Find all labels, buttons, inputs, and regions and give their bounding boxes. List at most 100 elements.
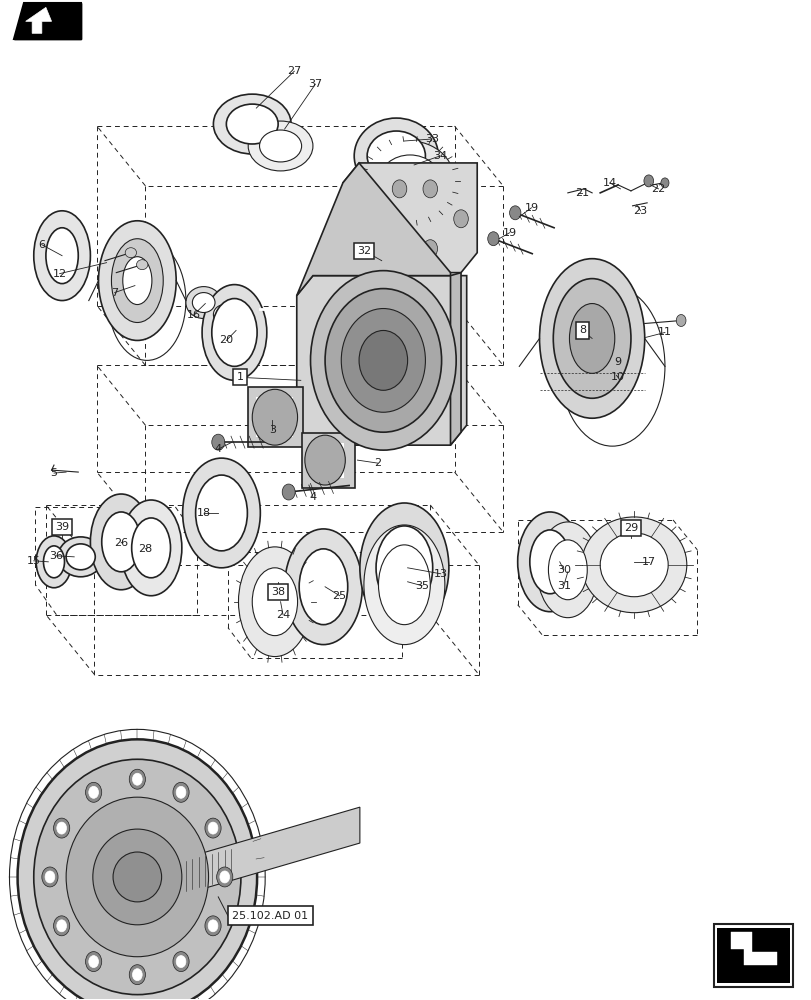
Ellipse shape (58, 537, 103, 577)
Bar (248, 387, 303, 447)
Text: 4: 4 (214, 444, 221, 454)
Ellipse shape (88, 786, 98, 798)
Ellipse shape (220, 871, 230, 883)
Text: 20: 20 (219, 335, 233, 345)
Ellipse shape (569, 304, 614, 373)
Ellipse shape (379, 155, 440, 207)
Bar (310, 443, 344, 478)
Ellipse shape (358, 330, 407, 390)
Ellipse shape (66, 544, 95, 570)
Ellipse shape (176, 786, 186, 798)
Ellipse shape (375, 526, 432, 610)
Text: 19: 19 (502, 228, 516, 238)
Ellipse shape (36, 536, 71, 588)
Ellipse shape (341, 309, 425, 412)
Text: 12: 12 (53, 269, 67, 279)
Ellipse shape (252, 568, 297, 636)
Ellipse shape (487, 232, 499, 246)
Ellipse shape (423, 240, 437, 258)
Ellipse shape (46, 228, 78, 284)
Text: 11: 11 (657, 327, 672, 337)
Polygon shape (296, 163, 450, 296)
Polygon shape (450, 273, 461, 445)
Text: 31: 31 (556, 581, 570, 591)
Ellipse shape (392, 240, 406, 258)
Ellipse shape (509, 206, 521, 220)
Text: 10: 10 (610, 372, 624, 382)
Polygon shape (26, 7, 51, 33)
Text: 34: 34 (432, 151, 447, 161)
Ellipse shape (129, 769, 145, 789)
Ellipse shape (132, 773, 142, 785)
Ellipse shape (120, 500, 182, 596)
Ellipse shape (57, 920, 67, 932)
Ellipse shape (186, 287, 221, 319)
Ellipse shape (213, 305, 236, 324)
Polygon shape (14, 3, 80, 39)
Ellipse shape (212, 299, 257, 366)
Text: 22: 22 (650, 184, 665, 194)
Polygon shape (296, 276, 466, 445)
Ellipse shape (453, 210, 468, 228)
Ellipse shape (392, 180, 406, 198)
Ellipse shape (354, 118, 438, 194)
Ellipse shape (362, 180, 376, 198)
Text: 38: 38 (271, 587, 285, 597)
Text: 15: 15 (27, 556, 41, 566)
Ellipse shape (85, 782, 101, 802)
Bar (302, 433, 354, 488)
Ellipse shape (367, 131, 425, 181)
Text: 25.102.AD 01: 25.102.AD 01 (232, 911, 307, 921)
Text: 28: 28 (138, 544, 152, 554)
Ellipse shape (207, 299, 242, 330)
Ellipse shape (252, 389, 297, 445)
Ellipse shape (44, 546, 64, 578)
Text: 5: 5 (50, 468, 58, 478)
Text: 36: 36 (49, 551, 63, 561)
Ellipse shape (226, 104, 278, 144)
Ellipse shape (34, 759, 241, 995)
Text: 1: 1 (236, 372, 243, 382)
Text: 37: 37 (308, 79, 322, 89)
Ellipse shape (111, 239, 163, 322)
Ellipse shape (212, 434, 225, 450)
Bar (713, 924, 792, 987)
Ellipse shape (310, 271, 456, 450)
Ellipse shape (54, 916, 70, 936)
Text: 25: 25 (333, 591, 346, 601)
Ellipse shape (552, 279, 630, 398)
Ellipse shape (34, 211, 90, 301)
Ellipse shape (204, 916, 221, 936)
Ellipse shape (238, 547, 311, 657)
Text: 35: 35 (414, 581, 429, 591)
Ellipse shape (581, 517, 686, 613)
Bar (256, 397, 292, 437)
Text: 24: 24 (276, 610, 290, 620)
Text: 8: 8 (578, 325, 586, 335)
Text: 21: 21 (575, 188, 589, 198)
Ellipse shape (363, 525, 444, 645)
Ellipse shape (378, 545, 430, 625)
Ellipse shape (192, 293, 215, 313)
Ellipse shape (423, 180, 437, 198)
Ellipse shape (195, 475, 247, 551)
Ellipse shape (547, 540, 586, 600)
Text: 18: 18 (196, 508, 211, 518)
Ellipse shape (660, 178, 668, 188)
Text: 17: 17 (641, 557, 655, 567)
Ellipse shape (85, 952, 101, 972)
Polygon shape (14, 3, 80, 39)
Ellipse shape (362, 240, 376, 258)
Ellipse shape (217, 867, 233, 887)
Ellipse shape (213, 94, 290, 154)
Ellipse shape (57, 822, 67, 834)
Ellipse shape (282, 484, 294, 500)
Bar (716, 928, 788, 983)
Polygon shape (182, 807, 359, 895)
Ellipse shape (324, 289, 441, 432)
Ellipse shape (90, 494, 152, 590)
Text: 30: 30 (556, 565, 570, 575)
Ellipse shape (122, 257, 152, 305)
Ellipse shape (298, 549, 347, 625)
Text: 13: 13 (433, 569, 447, 579)
